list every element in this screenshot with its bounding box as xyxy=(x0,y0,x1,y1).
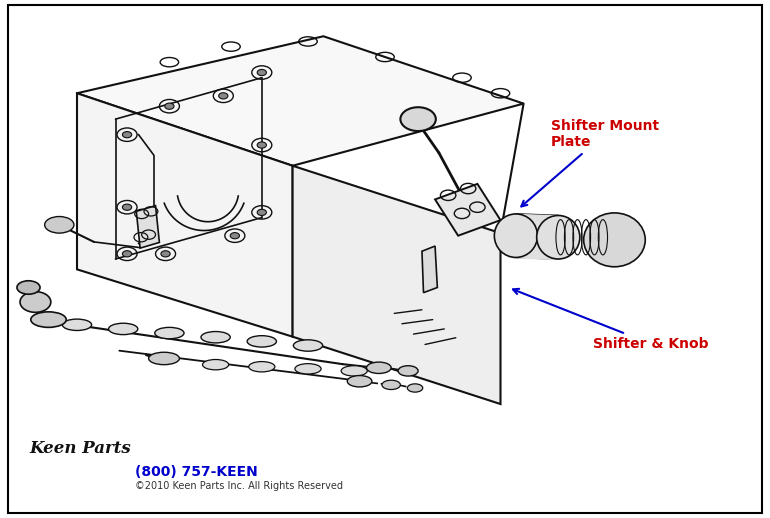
Polygon shape xyxy=(435,184,500,236)
Ellipse shape xyxy=(494,214,537,257)
Text: Shifter & Knob: Shifter & Knob xyxy=(513,289,708,351)
Polygon shape xyxy=(77,93,293,337)
Ellipse shape xyxy=(257,142,266,148)
Polygon shape xyxy=(293,166,500,404)
Text: ©2010 Keen Parts Inc. All Rights Reserved: ©2010 Keen Parts Inc. All Rights Reserve… xyxy=(135,481,343,491)
Ellipse shape xyxy=(20,292,51,312)
Ellipse shape xyxy=(537,215,580,259)
Ellipse shape xyxy=(249,362,275,372)
Ellipse shape xyxy=(367,362,391,373)
Ellipse shape xyxy=(341,366,367,376)
Ellipse shape xyxy=(400,107,436,131)
Text: (800) 757-KEEN: (800) 757-KEEN xyxy=(135,465,257,479)
Ellipse shape xyxy=(293,340,323,351)
Polygon shape xyxy=(136,206,159,248)
Ellipse shape xyxy=(45,217,74,233)
Ellipse shape xyxy=(122,204,132,210)
Ellipse shape xyxy=(31,312,66,327)
Ellipse shape xyxy=(149,352,179,365)
Ellipse shape xyxy=(109,323,138,335)
Ellipse shape xyxy=(155,327,184,339)
Ellipse shape xyxy=(17,281,40,294)
Polygon shape xyxy=(77,36,524,166)
Ellipse shape xyxy=(203,359,229,370)
Ellipse shape xyxy=(219,93,228,99)
Ellipse shape xyxy=(247,336,276,347)
Text: Keen Parts: Keen Parts xyxy=(29,440,131,457)
Ellipse shape xyxy=(382,380,400,390)
Ellipse shape xyxy=(122,251,132,257)
Ellipse shape xyxy=(201,332,230,343)
Ellipse shape xyxy=(257,69,266,76)
Ellipse shape xyxy=(584,213,645,267)
Ellipse shape xyxy=(122,132,132,138)
Polygon shape xyxy=(422,246,437,293)
Ellipse shape xyxy=(407,384,423,392)
Ellipse shape xyxy=(257,209,266,215)
Ellipse shape xyxy=(62,319,92,330)
Ellipse shape xyxy=(165,103,174,109)
Text: Shifter Mount
Plate: Shifter Mount Plate xyxy=(521,119,658,207)
Ellipse shape xyxy=(295,364,321,374)
Ellipse shape xyxy=(230,233,239,239)
Ellipse shape xyxy=(347,376,372,387)
Ellipse shape xyxy=(161,251,170,257)
Ellipse shape xyxy=(398,366,418,376)
